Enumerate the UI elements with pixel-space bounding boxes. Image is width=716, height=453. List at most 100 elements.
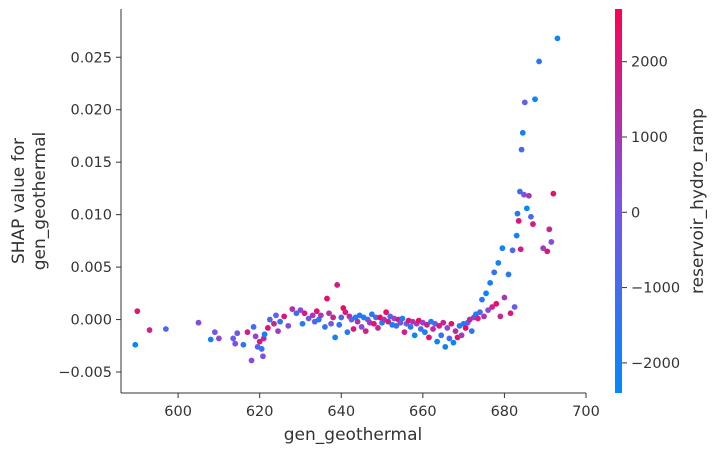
- scatter-point: [297, 307, 304, 314]
- x-tick-label: 660: [409, 404, 437, 420]
- scatter-point: [514, 210, 521, 217]
- y-tick-label: 0.000: [70, 313, 112, 329]
- scatter-point: [430, 326, 436, 332]
- scatter-point: [368, 311, 375, 318]
- scatter-point: [234, 330, 241, 337]
- scatter-point: [448, 320, 455, 327]
- scatter-point: [401, 329, 408, 336]
- scatter-point: [421, 329, 428, 336]
- scatter-point: [256, 338, 263, 345]
- scatter-point: [293, 310, 300, 317]
- scatter-point: [544, 248, 551, 255]
- scatter-point: [532, 96, 538, 103]
- x-tick-label: 620: [246, 404, 274, 420]
- scatter-point: [519, 129, 526, 136]
- scatter-point: [244, 329, 251, 336]
- scatter-point: [518, 146, 525, 153]
- scatter-point: [195, 319, 202, 326]
- scatter-point: [554, 35, 561, 42]
- scatter-point: [313, 308, 320, 315]
- scatter-point: [373, 314, 379, 321]
- scatter-point: [497, 313, 504, 320]
- colorbar-label: reservoir_hydro_ramp: [688, 108, 708, 294]
- scatter-point: [385, 318, 392, 325]
- scatter-point: [207, 336, 214, 343]
- scatter-point: [434, 338, 441, 345]
- scatter-point: [540, 245, 547, 252]
- y-axis-title-line-1: SHAP value for: [9, 138, 29, 264]
- scatter-point: [240, 341, 247, 348]
- scatter-point: [324, 295, 330, 302]
- scatter-point: [375, 325, 381, 331]
- colorbar-tick-label: 1000: [631, 130, 668, 146]
- scatter-point: [322, 324, 328, 330]
- scatter-point: [417, 326, 424, 332]
- scatter-point: [261, 331, 268, 338]
- scatter-point: [515, 218, 522, 224]
- scatter-point: [299, 320, 306, 327]
- y-tick-label: −0.005: [58, 365, 112, 381]
- colorbar-tick-label: 0: [631, 205, 640, 221]
- scatter-point: [338, 314, 345, 321]
- scatter-point: [517, 188, 523, 195]
- y-axis-title-line-2: gen_geothermal: [30, 132, 50, 270]
- scatter-point: [162, 326, 169, 332]
- scatter-point: [521, 99, 528, 106]
- scatter-point: [132, 341, 139, 348]
- scatter-point: [411, 332, 418, 339]
- colorbar-tick-label: 2000: [631, 55, 668, 71]
- scatter-point: [499, 245, 506, 252]
- scatter-point: [468, 328, 475, 334]
- scatter-point: [546, 226, 553, 233]
- x-tick-label: 700: [572, 404, 600, 420]
- scatter-point: [344, 329, 351, 336]
- scatter-point: [507, 310, 514, 317]
- scatter-point: [258, 346, 265, 352]
- scatter-point: [334, 282, 341, 288]
- scatter-point: [248, 357, 255, 364]
- colorbar: [615, 9, 622, 393]
- scatter-point: [281, 313, 288, 320]
- x-tick-label: 640: [327, 404, 355, 420]
- y-tick-label: 0.020: [70, 103, 112, 119]
- scatter-point: [493, 300, 500, 307]
- scatter-point: [475, 315, 481, 322]
- scatter-point: [342, 309, 349, 316]
- scatter-point: [407, 324, 414, 330]
- colorbar-ticks: −2000 −1000 0 1000 2000: [622, 55, 680, 372]
- scatter-point: [317, 312, 324, 319]
- scatter-point: [301, 310, 308, 317]
- scatter-point: [362, 328, 369, 334]
- scatter-point: [517, 246, 524, 253]
- scatter-point: [393, 322, 400, 329]
- scatter-point: [487, 279, 494, 286]
- scatter-point: [358, 324, 365, 330]
- scatter-point: [501, 294, 508, 301]
- scatter-point: [477, 309, 483, 316]
- scatter-point: [273, 312, 279, 319]
- scatter-point: [326, 310, 332, 317]
- y-axis-title: SHAP value for gen_geothermal: [9, 132, 50, 270]
- scatter-point: [264, 325, 271, 331]
- scatter-point: [436, 322, 443, 329]
- scatter-point: [271, 320, 277, 327]
- scatter-point: [426, 334, 432, 341]
- scatter-point: [230, 335, 237, 342]
- scatter-point: [309, 312, 316, 319]
- scatter-point: [452, 328, 459, 334]
- scatter-point: [275, 328, 281, 334]
- scatter-point: [266, 316, 273, 323]
- scatter-point: [550, 190, 557, 197]
- scatter-point: [285, 322, 292, 329]
- scatter-point: [354, 318, 361, 325]
- y-tick-label: 0.025: [70, 50, 112, 66]
- scatter-point: [485, 307, 492, 314]
- y-tick-label: 0.005: [70, 260, 112, 276]
- scatter-point: [513, 232, 520, 239]
- scatter-point: [548, 239, 555, 245]
- scatter-point: [215, 335, 222, 342]
- x-tick-label: 600: [164, 404, 192, 420]
- scatter-point: [511, 304, 518, 310]
- scatter-point: [146, 327, 153, 333]
- x-axis-ticks: 600 620 640 660 680 700: [164, 393, 600, 420]
